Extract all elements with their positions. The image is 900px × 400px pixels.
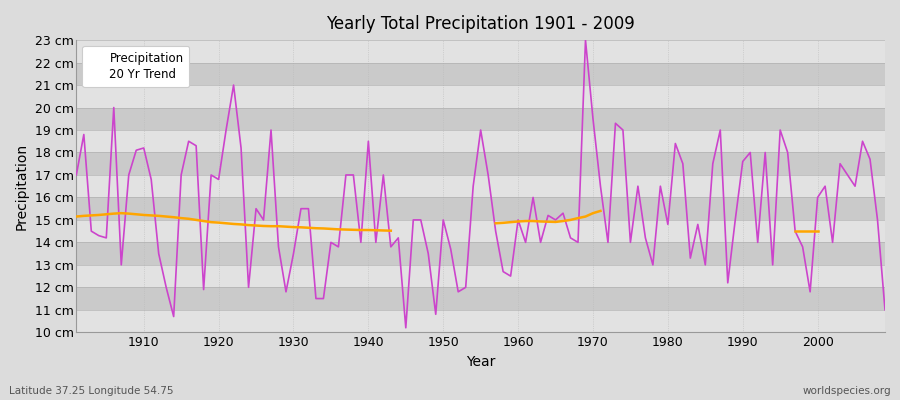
20 Yr Trend — [295, 225, 306, 230]
Precipitation — [513, 218, 524, 222]
Bar — [76, 175, 885, 198]
20 Yr Trend — [385, 228, 396, 233]
20 Yr Trend — [378, 228, 389, 233]
Bar — [76, 198, 885, 220]
20 Yr Trend — [310, 226, 321, 231]
Bar — [76, 85, 885, 108]
Precipitation — [879, 308, 890, 312]
20 Yr Trend — [273, 224, 284, 228]
Bar — [76, 62, 885, 85]
Precipitation — [71, 172, 82, 177]
20 Yr Trend — [130, 212, 141, 217]
Bar — [76, 287, 885, 310]
20 Yr Trend — [123, 211, 134, 216]
20 Yr Trend — [168, 215, 179, 220]
20 Yr Trend — [206, 220, 217, 224]
20 Yr Trend — [229, 222, 239, 226]
Title: Yearly Total Precipitation 1901 - 2009: Yearly Total Precipitation 1901 - 2009 — [327, 15, 635, 33]
20 Yr Trend — [86, 213, 96, 218]
20 Yr Trend — [363, 228, 374, 232]
20 Yr Trend — [191, 218, 202, 222]
Precipitation — [400, 325, 411, 330]
Y-axis label: Precipitation: Precipitation — [15, 143, 29, 230]
Legend: Precipitation, 20 Yr Trend: Precipitation, 20 Yr Trend — [82, 46, 189, 87]
20 Yr Trend — [348, 227, 359, 232]
20 Yr Trend — [266, 224, 276, 228]
Bar — [76, 40, 885, 62]
Bar — [76, 152, 885, 175]
Bar — [76, 220, 885, 242]
20 Yr Trend — [198, 219, 209, 224]
20 Yr Trend — [250, 223, 261, 228]
Bar — [76, 130, 885, 152]
20 Yr Trend — [184, 216, 194, 221]
20 Yr Trend — [116, 211, 127, 216]
20 Yr Trend — [108, 211, 119, 216]
20 Yr Trend — [318, 226, 328, 231]
Bar — [76, 108, 885, 130]
20 Yr Trend — [236, 222, 247, 227]
20 Yr Trend — [78, 214, 89, 218]
Precipitation — [580, 38, 591, 42]
20 Yr Trend — [258, 224, 269, 228]
Precipitation — [130, 148, 141, 153]
20 Yr Trend — [326, 226, 337, 231]
Precipitation — [340, 172, 351, 177]
20 Yr Trend — [146, 213, 157, 218]
Line: Precipitation: Precipitation — [76, 40, 885, 328]
Text: worldspecies.org: worldspecies.org — [803, 386, 891, 396]
20 Yr Trend — [371, 228, 382, 233]
20 Yr Trend — [153, 214, 164, 218]
Bar — [76, 242, 885, 265]
Precipitation — [295, 206, 306, 211]
20 Yr Trend — [213, 220, 224, 225]
20 Yr Trend — [94, 212, 104, 217]
20 Yr Trend — [340, 227, 351, 232]
20 Yr Trend — [101, 212, 112, 217]
Precipitation — [520, 240, 531, 245]
Text: Latitude 37.25 Longitude 54.75: Latitude 37.25 Longitude 54.75 — [9, 386, 174, 396]
Precipitation — [617, 128, 628, 132]
20 Yr Trend — [71, 214, 82, 219]
20 Yr Trend — [220, 221, 231, 226]
Bar — [76, 265, 885, 287]
20 Yr Trend — [281, 224, 292, 229]
20 Yr Trend — [176, 216, 186, 220]
X-axis label: Year: Year — [466, 355, 495, 369]
Bar — [76, 310, 885, 332]
20 Yr Trend — [356, 228, 366, 232]
20 Yr Trend — [139, 212, 149, 217]
20 Yr Trend — [243, 223, 254, 228]
20 Yr Trend — [333, 227, 344, 232]
20 Yr Trend — [303, 225, 314, 230]
20 Yr Trend — [288, 225, 299, 230]
20 Yr Trend — [161, 214, 172, 219]
Line: 20 Yr Trend: 20 Yr Trend — [76, 213, 391, 231]
